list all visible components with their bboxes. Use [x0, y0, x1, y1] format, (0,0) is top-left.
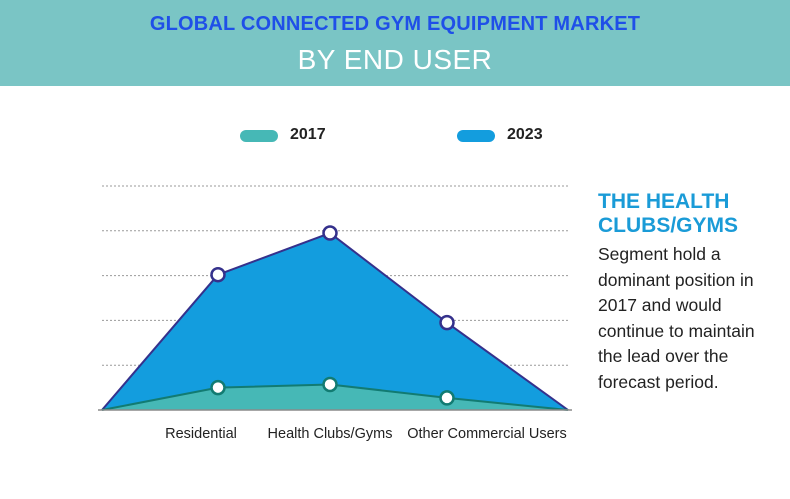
point-2017-3: [439, 390, 455, 406]
point-2017-1: [210, 379, 226, 396]
header-banner: GLOBAL CONNECTED GYM EQUIPMENT MARKET BY…: [0, 0, 790, 86]
point-2023-3: [439, 314, 455, 331]
x-tick-label: Health Clubs/Gyms: [268, 426, 393, 442]
legend-swatch-2017: [240, 130, 278, 142]
legend-label-2017: 2017: [290, 126, 326, 143]
point-2023-1: [210, 266, 226, 283]
chart-subtitle: BY END USER: [297, 44, 493, 75]
point-2023-2: [322, 225, 338, 241]
sidebar-note: THE HEALTH CLUBS/GYMS Segment hold a dom…: [598, 190, 783, 395]
sidebar-body: Segment hold a dominant position in 2017…: [598, 244, 755, 392]
x-tick-label: Other Commercial Users: [407, 426, 567, 442]
legend-swatch-2023: [457, 130, 495, 142]
chart-title: GLOBAL CONNECTED GYM EQUIPMENT MARKET: [149, 13, 641, 35]
sidebar-title: THE HEALTH CLUBS/GYMS: [598, 190, 739, 237]
point-2017-2: [322, 376, 338, 393]
x-tick-label: Residential: [165, 426, 237, 442]
legend-label-2023: 2023: [507, 126, 543, 143]
